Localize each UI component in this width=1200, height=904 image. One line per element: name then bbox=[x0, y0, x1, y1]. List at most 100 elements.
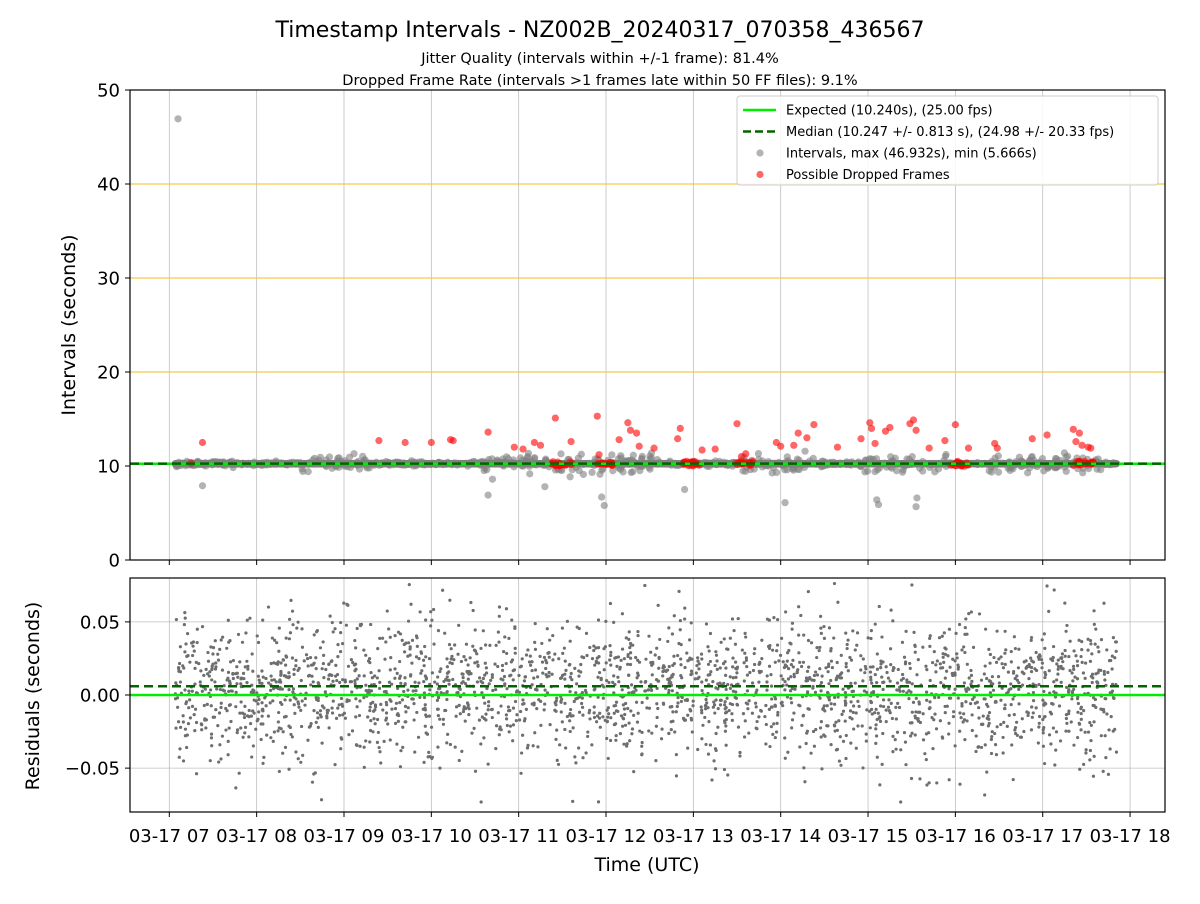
interval-point bbox=[489, 476, 496, 483]
residual-point bbox=[830, 660, 833, 663]
residual-point bbox=[852, 704, 855, 707]
dropped-frame-point bbox=[537, 442, 544, 449]
residual-point bbox=[630, 732, 633, 735]
residual-point bbox=[277, 711, 280, 714]
residual-point bbox=[1001, 662, 1004, 665]
dropped-frame-point bbox=[677, 425, 684, 432]
residual-point bbox=[539, 724, 542, 727]
dropped-frame-point bbox=[627, 427, 634, 434]
residual-point bbox=[770, 697, 773, 700]
interval-point bbox=[646, 452, 653, 459]
residual-point bbox=[558, 743, 561, 746]
residual-point bbox=[675, 774, 678, 777]
residual-point bbox=[1027, 677, 1030, 680]
residual-point bbox=[977, 706, 980, 709]
residual-point bbox=[1088, 758, 1091, 761]
interval-outlier-point bbox=[598, 493, 605, 500]
residual-point bbox=[514, 700, 517, 703]
residual-point bbox=[839, 764, 842, 767]
dropped-frame-point bbox=[733, 420, 740, 427]
residual-point bbox=[201, 690, 204, 693]
residual-point bbox=[599, 726, 602, 729]
residual-point bbox=[219, 688, 222, 691]
dropped-frame-point bbox=[910, 416, 917, 423]
residual-point bbox=[335, 679, 338, 682]
interval-outlier-point bbox=[912, 503, 919, 510]
interval-outlier-point bbox=[781, 499, 788, 506]
residual-point bbox=[707, 720, 710, 723]
interval-outlier-point bbox=[875, 501, 882, 508]
residual-point bbox=[1041, 718, 1044, 721]
residual-point bbox=[1002, 751, 1005, 754]
residual-point bbox=[489, 679, 492, 682]
residual-point bbox=[787, 677, 790, 680]
residual-point bbox=[186, 632, 189, 635]
residual-point bbox=[820, 720, 823, 723]
residual-point bbox=[381, 708, 384, 711]
residual-point bbox=[495, 724, 498, 727]
interval-point bbox=[810, 455, 817, 462]
residual-point bbox=[941, 635, 944, 638]
residual-point bbox=[336, 643, 339, 646]
residual-point bbox=[553, 652, 556, 655]
dropped-frame-point bbox=[199, 439, 206, 446]
residual-point bbox=[381, 637, 384, 640]
residual-point bbox=[754, 702, 757, 705]
residual-point bbox=[945, 670, 948, 673]
residual-point bbox=[889, 680, 892, 683]
residual-point bbox=[555, 697, 558, 700]
residual-point bbox=[368, 740, 371, 743]
residual-point bbox=[1096, 646, 1099, 649]
residual-point bbox=[609, 654, 612, 657]
dropped-frame-point bbox=[1029, 435, 1036, 442]
residual-point bbox=[218, 743, 221, 746]
residual-point bbox=[442, 718, 445, 721]
residual-point bbox=[819, 627, 822, 630]
interval-point bbox=[903, 455, 910, 462]
residual-point bbox=[256, 634, 259, 637]
residual-point bbox=[429, 610, 432, 613]
residual-point bbox=[632, 714, 635, 717]
residual-point bbox=[763, 715, 766, 718]
residual-point bbox=[914, 733, 917, 736]
dropped-frame-point bbox=[810, 421, 817, 428]
residual-point bbox=[1064, 630, 1067, 633]
dropped-frame-point bbox=[428, 439, 435, 446]
residual-point bbox=[1013, 635, 1016, 638]
residual-point bbox=[732, 676, 735, 679]
residual-point bbox=[446, 665, 449, 668]
residual-point bbox=[755, 720, 758, 723]
interval-outlier-point bbox=[681, 486, 688, 493]
dropped-frame-point bbox=[868, 425, 875, 432]
residual-point bbox=[294, 750, 297, 753]
residual-point bbox=[889, 663, 892, 666]
residual-point bbox=[415, 711, 418, 714]
dropped-frame-point bbox=[511, 444, 518, 451]
residual-point bbox=[1104, 756, 1107, 759]
dropped-frame-point bbox=[886, 424, 893, 431]
residual-point bbox=[891, 735, 894, 738]
residual-point bbox=[876, 668, 879, 671]
residual-point bbox=[593, 705, 596, 708]
residual-point bbox=[942, 661, 945, 664]
residual-point bbox=[412, 702, 415, 705]
top-y-tick-label: 20 bbox=[97, 363, 120, 384]
residual-point bbox=[224, 728, 227, 731]
dropped-frame-point bbox=[624, 419, 631, 426]
interval-outlier-point bbox=[601, 502, 608, 509]
dropped-frame-point bbox=[650, 445, 657, 452]
residual-point bbox=[706, 645, 709, 648]
residual-point bbox=[601, 715, 604, 718]
residual-point bbox=[598, 712, 601, 715]
residual-point bbox=[657, 667, 660, 670]
residual-point bbox=[234, 786, 237, 789]
residual-point bbox=[1010, 743, 1013, 746]
residual-point bbox=[369, 719, 372, 722]
residual-point bbox=[235, 665, 238, 668]
residual-point bbox=[1079, 728, 1082, 731]
residual-point bbox=[301, 646, 304, 649]
residual-point bbox=[929, 634, 932, 637]
residual-point bbox=[743, 679, 746, 682]
residual-point bbox=[1017, 666, 1020, 669]
residual-point bbox=[544, 689, 547, 692]
